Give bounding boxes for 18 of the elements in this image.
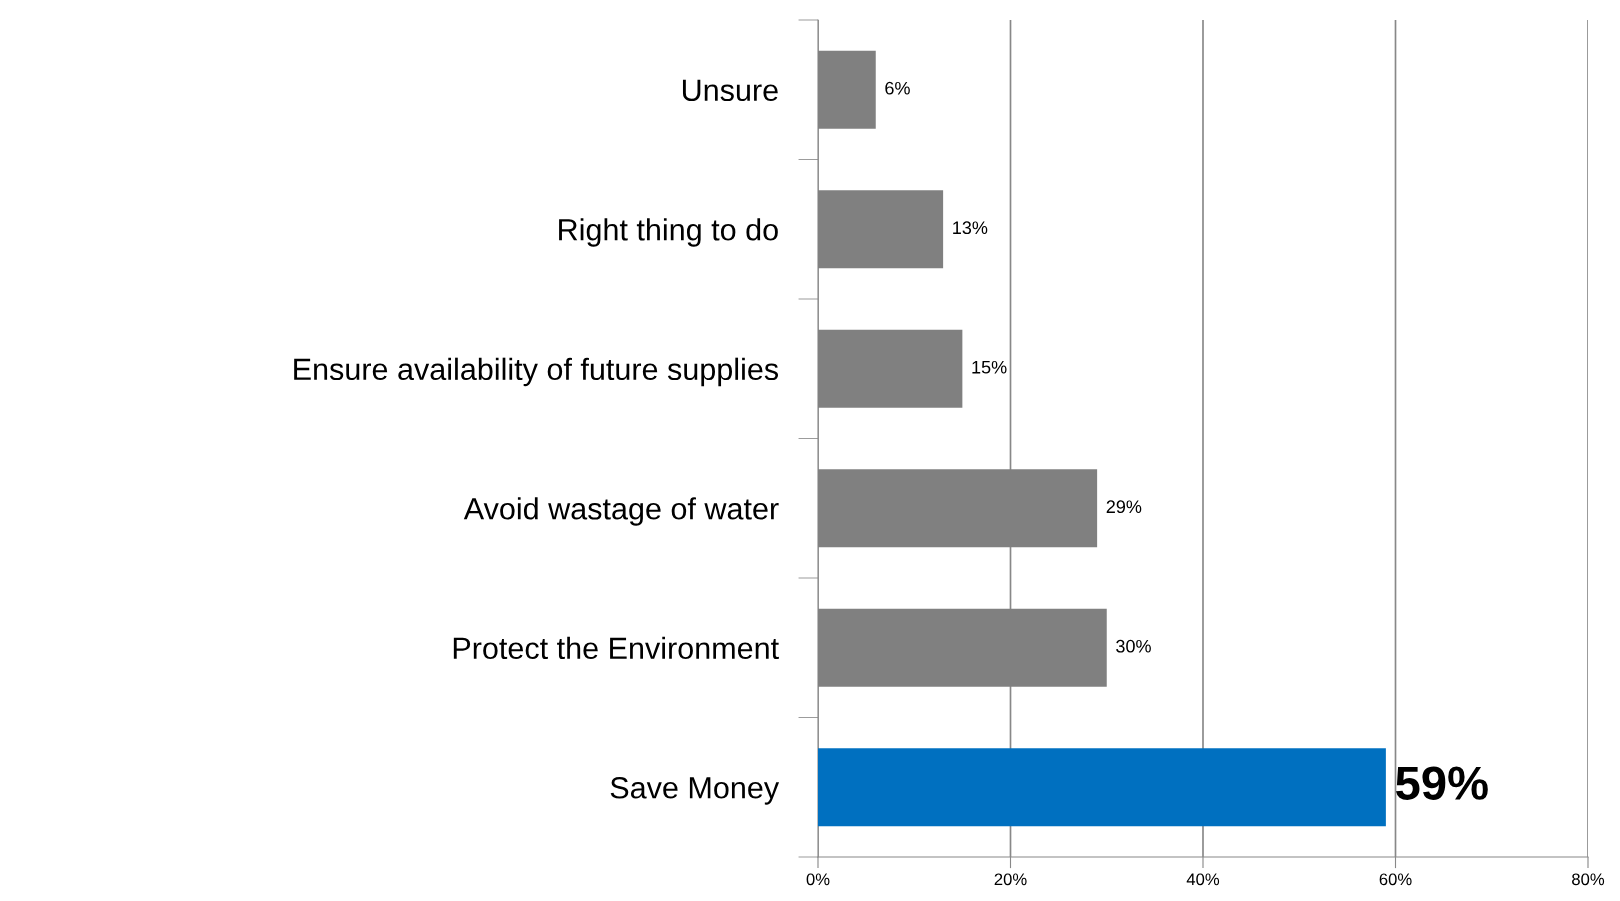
y-tick-label: Protect the Environment	[453, 636, 779, 660]
y-tick-label: Unsure	[682, 79, 778, 102]
data-label: 30%	[1116, 639, 1151, 653]
x-tick-label: 40%	[1186, 873, 1220, 886]
x-tick-label: 80%	[1572, 873, 1605, 886]
data-label: 29%	[1106, 500, 1142, 514]
x-tick-label: 60%	[1379, 873, 1412, 886]
data-label: 13%	[953, 221, 988, 235]
data-label: 15%	[972, 360, 1007, 374]
data-label: 6%	[885, 81, 910, 95]
y-tick-label: Ensure availability of future supplies	[294, 357, 779, 387]
y-tick-label: Save Money	[610, 776, 780, 805]
x-tick-label: 0%	[806, 873, 830, 886]
bar	[818, 748, 1386, 827]
data-label: 59%	[1395, 766, 1488, 800]
y-tick-label: Right thing to do	[559, 218, 778, 247]
x-tick-label: 20%	[994, 873, 1027, 886]
y-tick-label: Avoid wastage of water	[463, 497, 779, 526]
